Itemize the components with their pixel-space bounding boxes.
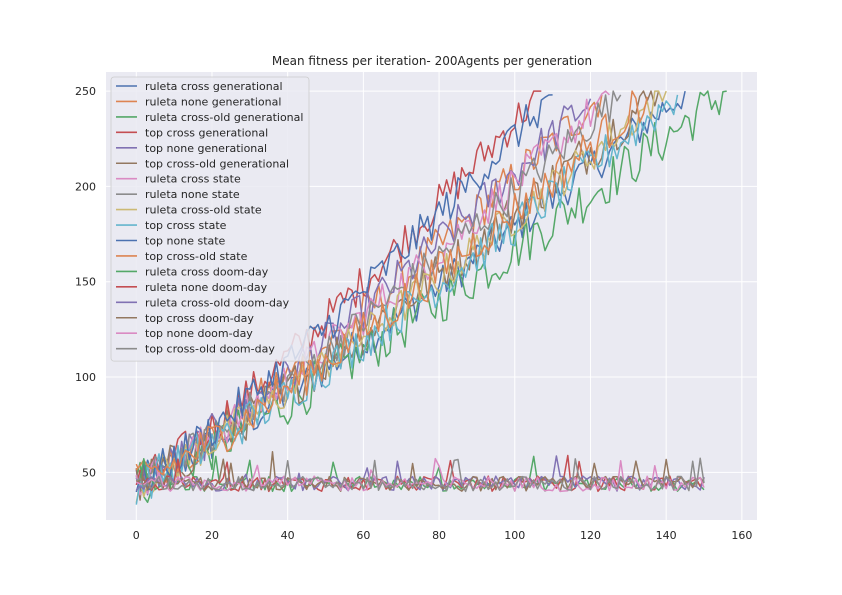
legend-entry: top cross state: [145, 219, 227, 232]
legend-entry: ruleta none doom-day: [145, 281, 268, 294]
series-lines: [135, 90, 727, 505]
legend-entry: ruleta none state: [145, 188, 240, 201]
series-line: [135, 90, 648, 476]
x-tick-label: 40: [281, 529, 295, 542]
y-tick-label: 50: [82, 466, 96, 479]
legend-entry: top none generational: [145, 142, 267, 155]
legend-entry: ruleta cross-old state: [145, 204, 262, 217]
legend-entry: top cross-old doom-day: [145, 343, 275, 356]
legend-entry: ruleta cross state: [145, 173, 241, 186]
x-tick-label: 100: [504, 529, 525, 542]
legend-entry: top cross-old generational: [145, 157, 289, 170]
series-line: [135, 457, 705, 493]
y-tick-label: 250: [75, 85, 96, 98]
legend: ruleta cross generational ruleta none gen…: [110, 76, 310, 362]
tick-labels: 0 20 40 60 80 100 120 140 160 50 100 150 200 250: [75, 85, 752, 542]
y-tick-label: 100: [75, 371, 96, 384]
series-line: [135, 90, 667, 503]
legend-entry: ruleta none generational: [145, 95, 281, 108]
legend-entry: top cross-old state: [145, 250, 248, 263]
legend-entry: top cross doom-day: [145, 312, 254, 325]
x-tick-label: 160: [731, 529, 752, 542]
x-tick-label: 20: [205, 529, 219, 542]
legend-entry: ruleta cross-old generational: [145, 111, 303, 124]
x-tick-label: 60: [356, 529, 370, 542]
x-tick-label: 0: [133, 529, 140, 542]
x-tick-label: 140: [656, 529, 677, 542]
series-line: [136, 451, 705, 493]
legend-entry: top cross generational: [145, 126, 268, 139]
legend-entry: top none doom-day: [145, 327, 253, 340]
series-line: [135, 457, 705, 493]
y-tick-label: 200: [75, 180, 96, 193]
legend-box: [110, 76, 310, 362]
legend-entry: ruleta cross doom-day: [145, 265, 269, 278]
x-tick-label: 80: [432, 529, 446, 542]
chart-title: Mean fitness per iteration- 200Agents pe…: [272, 54, 592, 68]
legend-entry: ruleta cross-old doom-day: [145, 296, 290, 309]
legend-entry: ruleta cross generational: [145, 80, 283, 93]
x-tick-label: 120: [580, 529, 601, 542]
legend-entry: top none state: [145, 235, 226, 248]
y-tick-label: 150: [75, 276, 96, 289]
